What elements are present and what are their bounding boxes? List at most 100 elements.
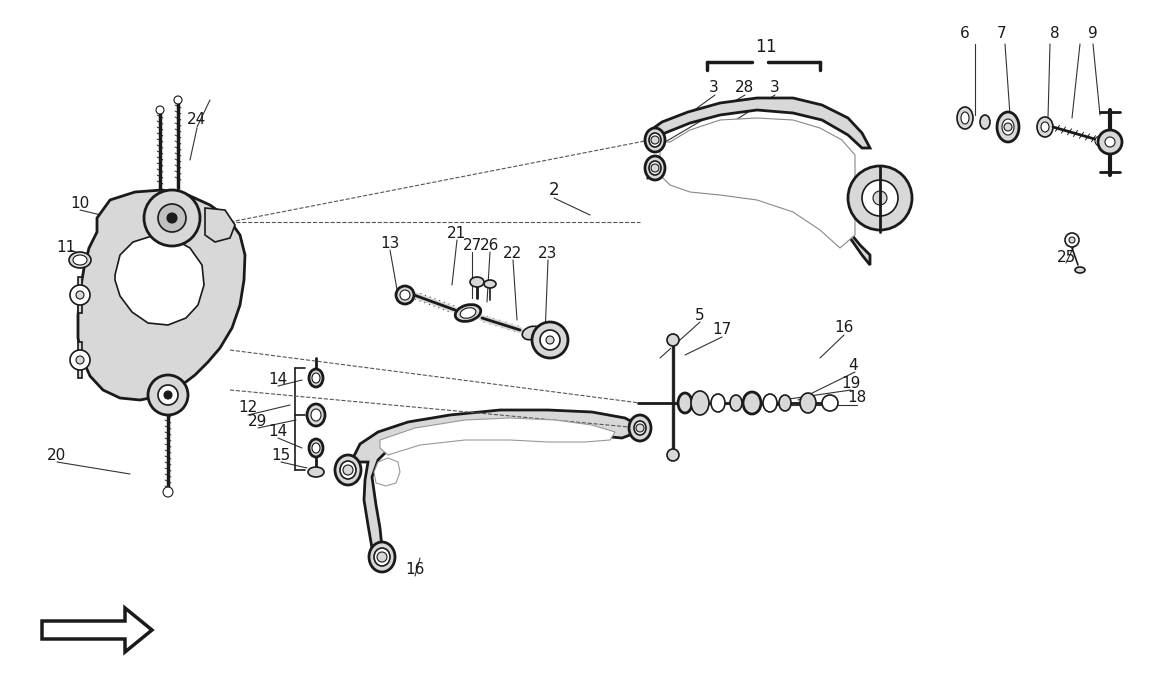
Circle shape: [1105, 137, 1115, 147]
Text: 19: 19: [842, 376, 860, 391]
Circle shape: [163, 487, 172, 497]
Circle shape: [667, 334, 678, 346]
Ellipse shape: [691, 391, 710, 415]
Circle shape: [540, 330, 560, 350]
Polygon shape: [43, 608, 152, 652]
Text: 3: 3: [770, 81, 780, 96]
Circle shape: [667, 449, 678, 461]
Ellipse shape: [374, 548, 390, 566]
Ellipse shape: [961, 112, 969, 124]
Polygon shape: [374, 458, 400, 486]
Polygon shape: [380, 418, 615, 455]
Polygon shape: [78, 342, 82, 378]
Text: 1: 1: [765, 38, 775, 56]
Circle shape: [636, 424, 644, 432]
Text: 18: 18: [848, 391, 867, 406]
Ellipse shape: [980, 115, 990, 129]
Circle shape: [167, 213, 177, 223]
Text: 9: 9: [1088, 25, 1098, 40]
Text: 25: 25: [1057, 249, 1075, 264]
Ellipse shape: [762, 394, 777, 412]
Circle shape: [174, 96, 182, 104]
Ellipse shape: [645, 156, 665, 180]
Text: 8: 8: [1050, 25, 1060, 40]
Text: 11: 11: [56, 240, 76, 255]
Ellipse shape: [649, 161, 661, 175]
Text: 15: 15: [271, 449, 291, 464]
Text: 29: 29: [248, 415, 268, 430]
Ellipse shape: [634, 421, 646, 435]
Ellipse shape: [308, 467, 324, 477]
Polygon shape: [205, 208, 235, 242]
Ellipse shape: [369, 542, 394, 572]
Text: 22: 22: [504, 247, 522, 262]
Circle shape: [400, 290, 411, 300]
Ellipse shape: [678, 393, 692, 413]
Circle shape: [822, 395, 838, 411]
Ellipse shape: [460, 308, 476, 318]
Polygon shape: [78, 277, 82, 313]
Text: 14: 14: [268, 425, 288, 439]
Polygon shape: [78, 190, 245, 400]
Ellipse shape: [307, 404, 325, 426]
Circle shape: [862, 180, 898, 216]
Ellipse shape: [1075, 267, 1084, 273]
Text: 17: 17: [712, 322, 731, 337]
Text: 26: 26: [481, 238, 500, 253]
Circle shape: [156, 106, 164, 114]
Ellipse shape: [312, 373, 320, 383]
Ellipse shape: [711, 394, 724, 412]
Circle shape: [70, 285, 90, 305]
Circle shape: [158, 204, 186, 232]
Circle shape: [1070, 237, 1075, 243]
Ellipse shape: [1002, 119, 1014, 135]
Ellipse shape: [309, 439, 323, 457]
Circle shape: [1095, 136, 1105, 146]
Circle shape: [70, 350, 90, 370]
Ellipse shape: [743, 392, 761, 414]
Ellipse shape: [312, 443, 320, 453]
Ellipse shape: [455, 305, 481, 322]
Text: 12: 12: [238, 400, 258, 415]
Circle shape: [1004, 123, 1012, 131]
Circle shape: [1065, 233, 1079, 247]
Circle shape: [148, 375, 187, 415]
Ellipse shape: [645, 128, 665, 152]
Text: 28: 28: [735, 81, 754, 96]
Circle shape: [848, 166, 912, 230]
Polygon shape: [660, 118, 854, 248]
Circle shape: [76, 291, 84, 299]
Circle shape: [651, 136, 659, 144]
Text: 7: 7: [997, 25, 1006, 40]
Ellipse shape: [800, 393, 816, 413]
Ellipse shape: [1037, 117, 1053, 137]
Polygon shape: [348, 410, 638, 548]
Text: 24: 24: [187, 113, 207, 128]
Ellipse shape: [335, 455, 361, 485]
Polygon shape: [115, 236, 204, 325]
Ellipse shape: [649, 133, 661, 147]
Text: 2: 2: [549, 181, 559, 199]
Ellipse shape: [470, 277, 484, 287]
Ellipse shape: [522, 326, 542, 339]
Circle shape: [651, 164, 659, 172]
Text: 23: 23: [538, 247, 558, 262]
Circle shape: [546, 336, 554, 344]
Ellipse shape: [1041, 122, 1049, 132]
Circle shape: [532, 322, 568, 358]
Text: 16: 16: [405, 563, 424, 578]
Ellipse shape: [997, 112, 1019, 142]
Ellipse shape: [730, 395, 742, 411]
Ellipse shape: [957, 107, 973, 129]
Text: 20: 20: [47, 447, 67, 462]
Text: 16: 16: [834, 320, 853, 335]
Ellipse shape: [779, 395, 791, 411]
Circle shape: [144, 190, 200, 246]
Circle shape: [343, 465, 353, 475]
Circle shape: [873, 191, 887, 205]
Text: 1: 1: [754, 38, 765, 56]
Ellipse shape: [629, 415, 651, 441]
Circle shape: [76, 356, 84, 364]
Circle shape: [396, 286, 414, 304]
Text: 4: 4: [849, 357, 858, 372]
